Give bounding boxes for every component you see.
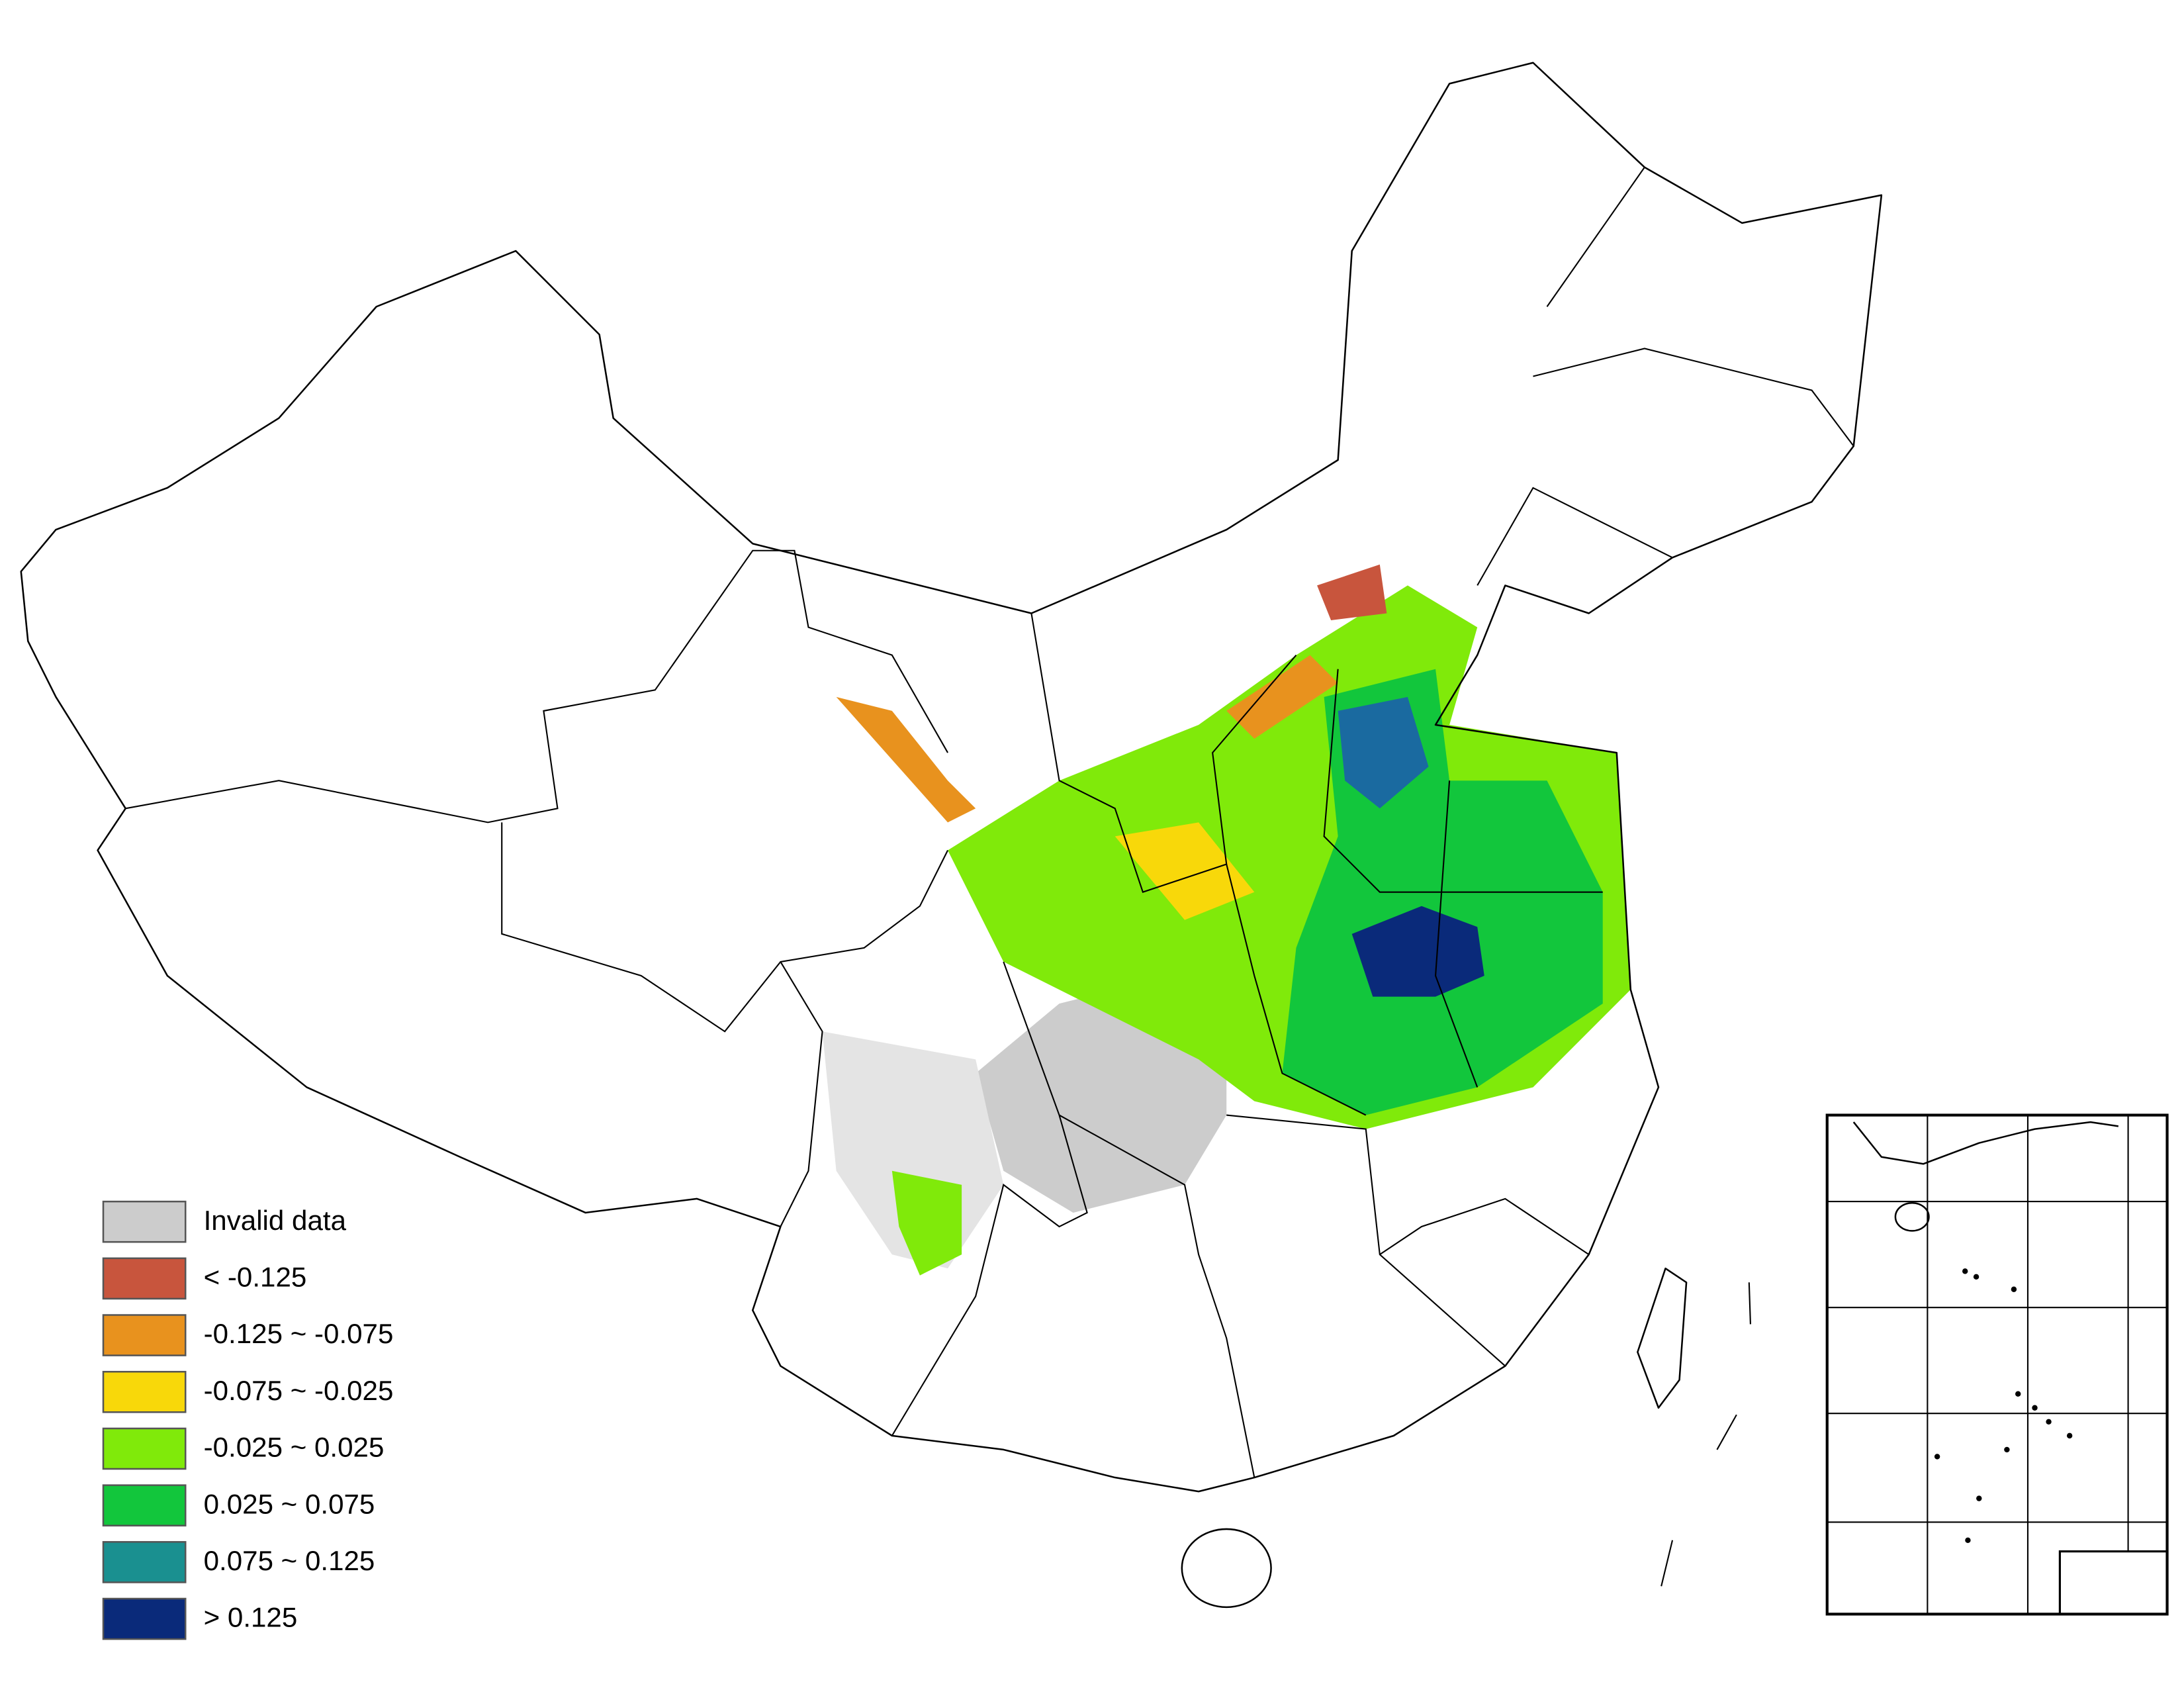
country-outline <box>20 62 1883 1493</box>
change-area <box>1115 822 1255 920</box>
legend-label: < -0.125 <box>204 1262 307 1293</box>
province-line <box>1533 348 1854 447</box>
province-line <box>1226 864 1367 1116</box>
inset-coast <box>1852 1121 2119 1165</box>
legend-label: 0.025 ~ 0.075 <box>204 1488 375 1519</box>
province-line <box>1434 780 1479 1088</box>
province-line <box>1059 1114 1255 1478</box>
province-line <box>501 822 949 1033</box>
change-area <box>1226 655 1338 739</box>
boundaries <box>20 62 1883 1609</box>
legend-swatch <box>102 1484 187 1526</box>
inset-hainan <box>1894 1201 1930 1232</box>
change-area <box>891 1170 962 1276</box>
legend-swatch <box>102 1541 187 1583</box>
inset-frame <box>1825 1113 2169 1616</box>
province-line <box>1226 1114 1506 1367</box>
legend-label: -0.075 ~ -0.025 <box>204 1375 394 1406</box>
legend-label: 0.075 ~ 0.125 <box>204 1545 375 1576</box>
legend-swatch <box>102 1370 187 1413</box>
province-line <box>1379 1197 1590 1256</box>
inset-islands <box>1934 1268 2073 1544</box>
change-area <box>1351 906 1484 997</box>
legend-swatch <box>102 1427 187 1470</box>
change-area <box>1338 696 1429 809</box>
inset-map <box>1825 1113 2169 1616</box>
province-line <box>1030 613 1297 893</box>
inset-box <box>2058 1550 2169 1615</box>
province-line <box>780 961 823 1227</box>
nine-dash <box>1748 1282 1751 1325</box>
province-line <box>125 549 948 823</box>
hainan <box>1181 1528 1272 1609</box>
change-area <box>1317 564 1387 621</box>
province-line <box>1323 669 1603 893</box>
legend-swatch <box>102 1257 187 1300</box>
legend: Invalid data < -0.125 -0.125 ~ -0.075 -0.07… <box>102 1200 394 1640</box>
province-line <box>1477 487 1673 586</box>
taiwan <box>1637 1267 1688 1409</box>
change-area <box>836 696 976 823</box>
inset-grid <box>1827 1115 2167 1615</box>
legend-label: -0.125 ~ -0.075 <box>204 1318 394 1349</box>
legend-swatch <box>102 1597 187 1640</box>
province-line <box>1546 167 1645 307</box>
nine-dash <box>1661 1540 1674 1587</box>
legend-label: -0.025 ~ 0.025 <box>204 1432 385 1463</box>
nine-dash <box>1716 1414 1737 1450</box>
legend-swatch <box>102 1200 187 1243</box>
legend-swatch <box>102 1314 187 1356</box>
legend-label: Invalid data <box>204 1205 347 1236</box>
data-patches <box>822 564 1631 1276</box>
legend-label: > 0.125 <box>204 1602 298 1633</box>
